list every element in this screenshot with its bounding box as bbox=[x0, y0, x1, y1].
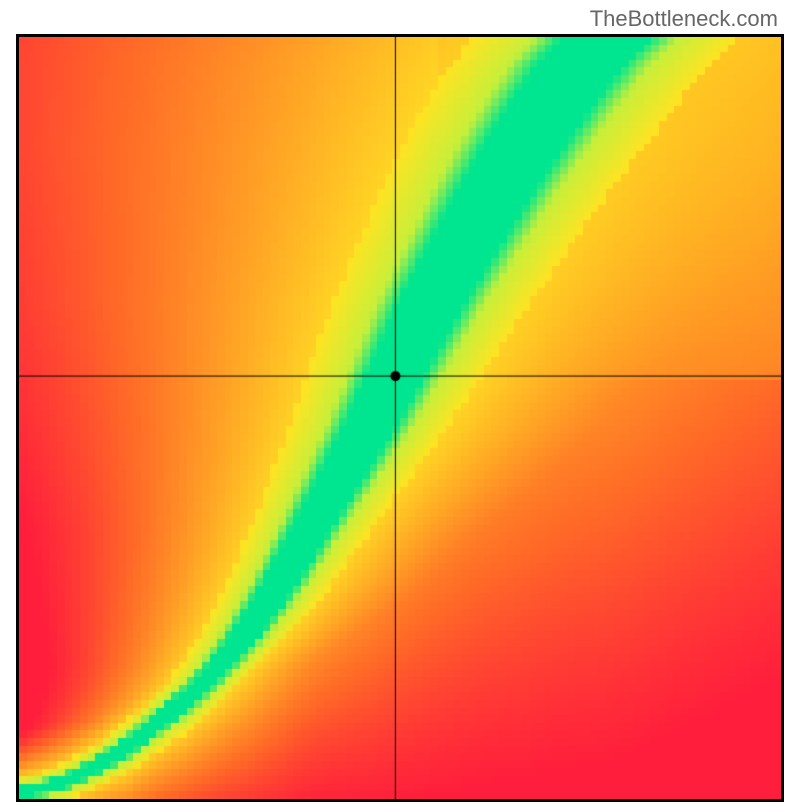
bottleneck-heatmap bbox=[16, 34, 784, 802]
watermark-text: TheBottleneck.com bbox=[590, 6, 778, 32]
